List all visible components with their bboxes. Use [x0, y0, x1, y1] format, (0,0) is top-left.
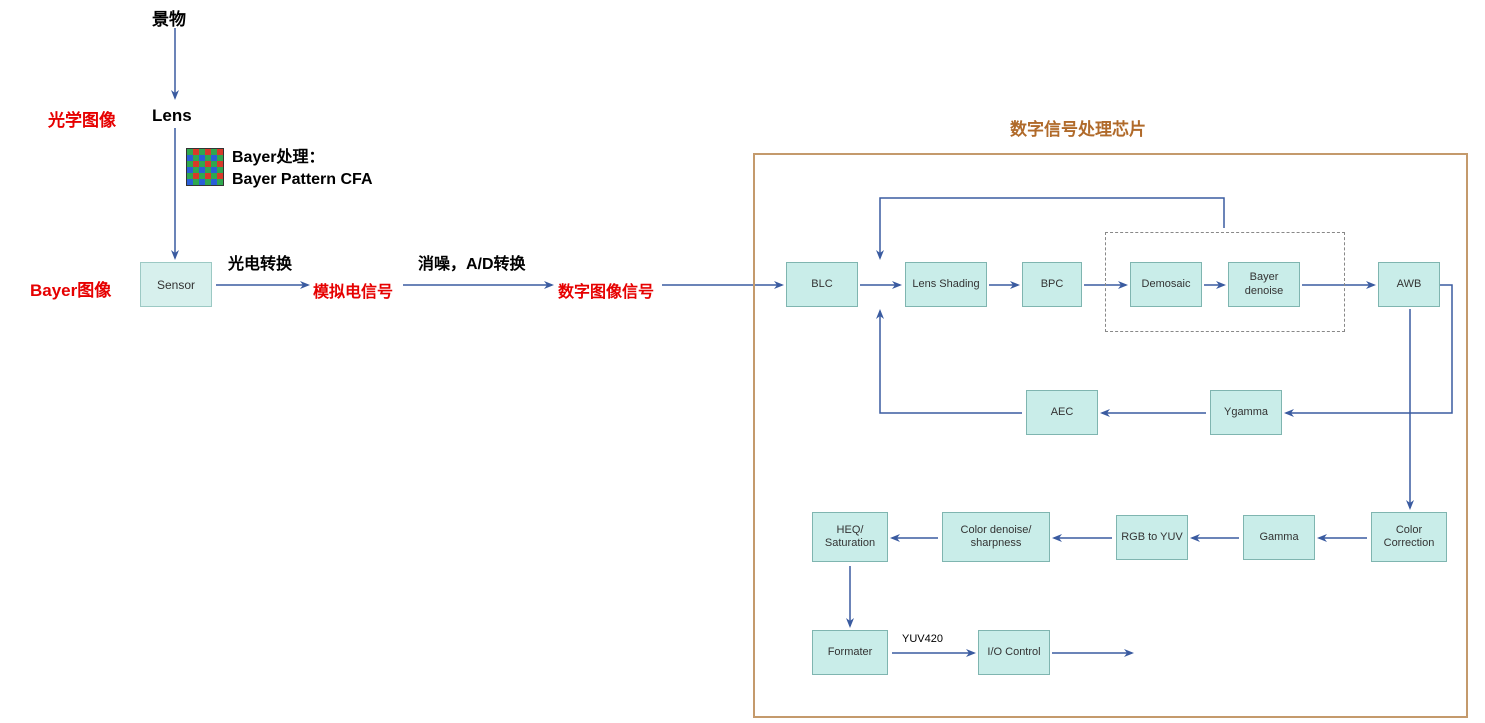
gamma-box: Gamma: [1243, 515, 1315, 560]
color-correction-box: Color Correction: [1371, 512, 1447, 562]
ygamma-box-label: Ygamma: [1224, 406, 1268, 419]
ygamma-box: Ygamma: [1210, 390, 1282, 435]
bayer-proc-label: Bayer处理：: [232, 143, 324, 167]
optical-label: 光学图像: [48, 106, 116, 131]
photo-conv-label: 光电转换: [228, 250, 292, 274]
rgb-to-yuv-box-label: RGB to YUV: [1121, 531, 1183, 544]
scene-label: 景物: [152, 5, 186, 30]
bpc-box: BPC: [1022, 262, 1082, 307]
lens-shading-box: Lens Shading: [905, 262, 987, 307]
io-control-box-label: I/O Control: [987, 646, 1040, 659]
bayer-denoise-box: Bayer denoise: [1228, 262, 1300, 307]
analog-label: 模拟电信号: [313, 278, 393, 302]
lens-shading-box-label: Lens Shading: [912, 278, 979, 291]
formater-box: Formater: [812, 630, 888, 675]
digital-label: 数字图像信号: [558, 278, 654, 302]
heq-saturation-box: HEQ/ Saturation: [812, 512, 888, 562]
aec-box: AEC: [1026, 390, 1098, 435]
gamma-box-label: Gamma: [1259, 531, 1298, 544]
demosaic-box-label: Demosaic: [1142, 278, 1191, 291]
dsp-title-label: 数字信号处理芯片: [1010, 115, 1146, 140]
bayer-denoise-box-label: Bayer denoise: [1231, 271, 1297, 297]
yuv420-label: YUV420: [902, 633, 943, 645]
sensor-box-label: Sensor: [157, 278, 195, 292]
io-control-box: I/O Control: [978, 630, 1050, 675]
formater-box-label: Formater: [828, 646, 873, 659]
denoise-ad-label: 消噪，A/D转换: [418, 250, 526, 274]
color-denoise-box-label: Color denoise/ sharpness: [945, 524, 1047, 550]
bayer-cfa-label: Bayer Pattern CFA: [232, 171, 373, 189]
bayer-img-label: Bayer图像: [30, 276, 111, 301]
heq-saturation-box-label: HEQ/ Saturation: [815, 524, 885, 550]
awb-box: AWB: [1378, 262, 1440, 307]
demosaic-box: Demosaic: [1130, 262, 1202, 307]
lens-label: Lens: [152, 106, 192, 126]
aec-box-label: AEC: [1051, 406, 1074, 419]
color-denoise-box: Color denoise/ sharpness: [942, 512, 1050, 562]
rgb-to-yuv-box: RGB to YUV: [1116, 515, 1188, 560]
awb-box-label: AWB: [1397, 278, 1422, 291]
blc-box-label: BLC: [811, 278, 832, 291]
blc-box: BLC: [786, 262, 858, 307]
bpc-box-label: BPC: [1041, 278, 1064, 291]
color-correction-box-label: Color Correction: [1374, 524, 1444, 550]
bayer-pattern-swatch: [186, 148, 224, 186]
sensor-box: Sensor: [140, 262, 212, 307]
